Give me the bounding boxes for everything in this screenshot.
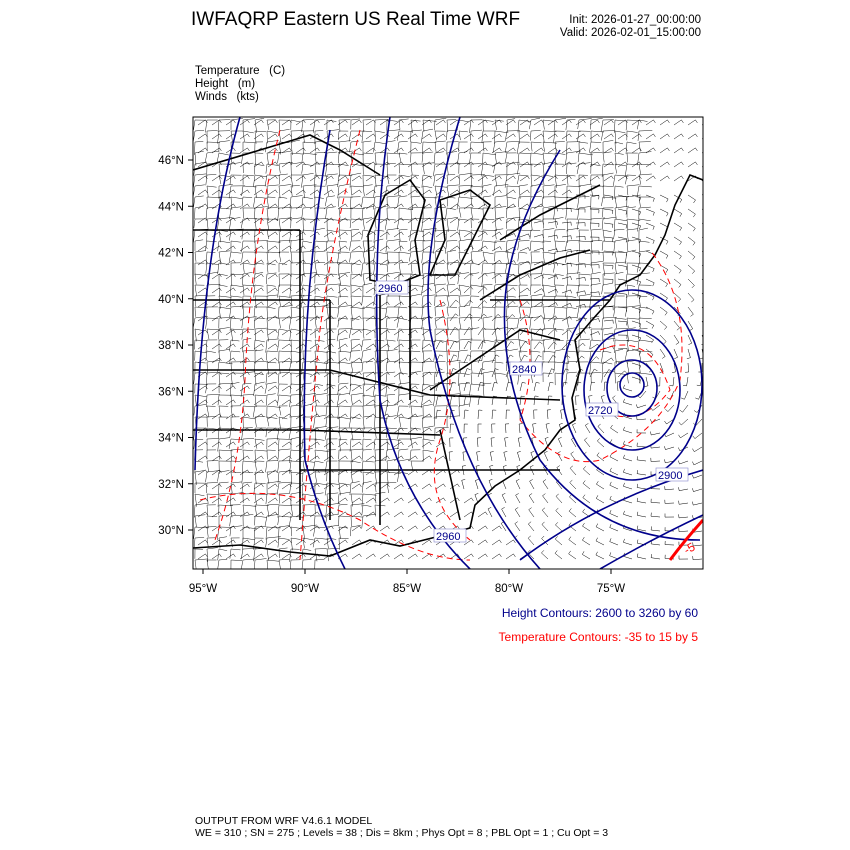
lat-tick-label: 34°N [158,433,184,445]
plot-title: IWFAQRP Eastern US Real Time WRF [191,9,521,30]
lon-tick-label: 80°W [495,583,523,595]
field-winds: Winds (kts) [195,91,259,103]
valid-time: Valid: 2026-02-01_15:00:00 [559,27,701,39]
height-labels: 2960 2840 2720 2900 2960 -5 [375,280,698,557]
footer-model: OUTPUT FROM WRF V4.6.1 MODEL [195,815,373,827]
lat-tick-label: 46°N [158,155,184,167]
footer: OUTPUT FROM WRF V4.6.1 MODEL WE = 310 ; … [195,815,608,839]
lon-tick-label: 85°W [393,583,421,595]
footer-config: WE = 310 ; SN = 275 ; Levels = 38 ; Dis … [195,827,609,839]
temperature-contour-legend: Temperature Contours: -35 to 15 by 5 [498,630,698,644]
county-borders [193,117,653,569]
init-time: Init: 2026-01-27_00:00:00 [569,14,701,26]
field-list: Temperature (C) Height (m) Winds (kts) [195,65,285,104]
lat-tick-label: 36°N [158,386,184,398]
height-contour-legend: Height Contours: 2600 to 3260 by 60 [501,606,698,620]
lat-tick-label: 42°N [158,248,184,260]
lat-tick-label: 38°N [158,340,184,352]
lat-tick-label: 32°N [158,479,184,491]
temperature-bold-contour [668,518,703,561]
lat-tick-label: 44°N [158,201,184,213]
map-frame [192,116,704,570]
lon-tick-label: 90°W [291,583,319,595]
field-temperature: Temperature (C) [195,65,286,77]
height-label: 2960 [378,283,402,295]
lat-tick-label: 40°N [158,294,184,306]
temperature-contours [199,129,683,561]
lon-tick-label: 95°W [189,583,217,595]
height-label: 2900 [658,470,682,482]
lat-tick-label: 30°N [158,525,184,537]
run-times: Init: 2026-01-27_00:00:00 Valid: 2026-02… [560,14,701,40]
field-height: Height (m) [195,78,256,90]
height-label: 2720 [588,405,612,417]
height-label: 2960 [436,531,460,543]
lon-tick-label: 75°W [597,583,625,595]
height-label: 2840 [512,364,536,376]
